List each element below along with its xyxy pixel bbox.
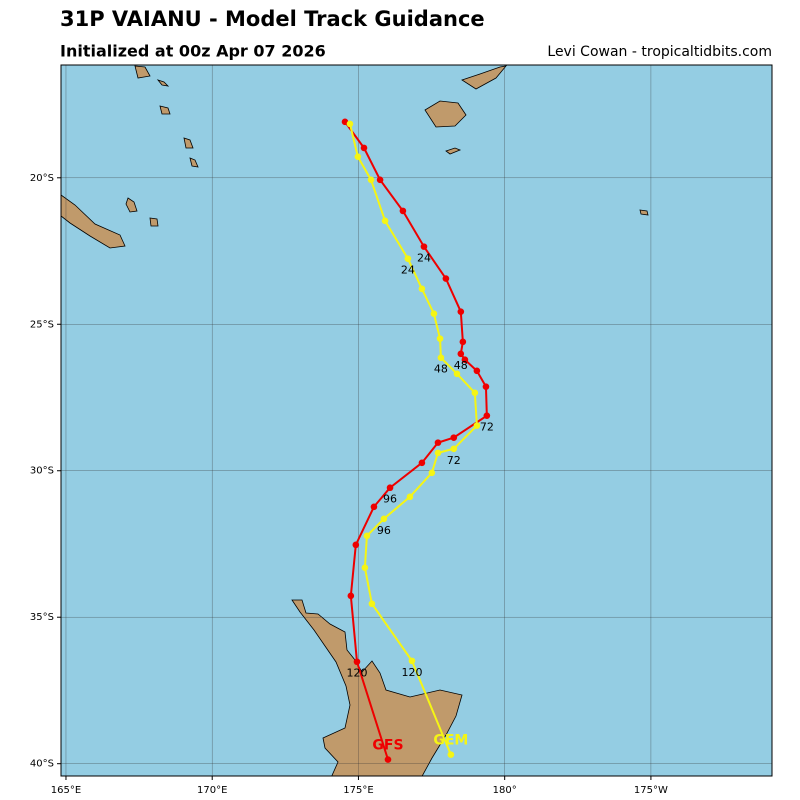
chart-title: 31P VAIANU - Model Track Guidance — [60, 7, 485, 31]
track-point — [381, 217, 389, 225]
track-point — [473, 367, 481, 375]
vanuatu — [61, 194, 126, 249]
track-point — [457, 308, 465, 315]
hour-label: 24 — [401, 264, 415, 277]
hour-label: 48 — [454, 359, 468, 372]
island — [445, 147, 462, 155]
series-name: GFS — [372, 738, 403, 754]
track-point — [428, 469, 436, 477]
track-point — [482, 383, 490, 390]
ocean — [61, 65, 772, 776]
x-tick-label: 175°W — [634, 785, 668, 796]
track-point — [367, 176, 375, 184]
x-tick-label: 170°E — [197, 785, 227, 796]
track-point — [370, 503, 378, 511]
track-point — [461, 356, 469, 364]
track-point — [354, 153, 362, 160]
track-point — [353, 658, 361, 666]
island — [189, 157, 199, 168]
track-point — [376, 176, 384, 184]
hour-label: 72 — [480, 421, 494, 434]
track-point — [450, 445, 458, 453]
island — [183, 137, 194, 149]
track-point — [483, 412, 491, 419]
track-point — [418, 459, 426, 467]
track-point — [352, 541, 360, 549]
track-point — [384, 756, 392, 763]
island — [639, 209, 649, 216]
track-point — [420, 243, 428, 250]
track-point — [471, 389, 479, 397]
island — [149, 217, 159, 227]
track-point — [457, 350, 465, 358]
series-name: GEM — [433, 733, 468, 749]
track-point — [459, 338, 467, 346]
viti-levu — [424, 100, 467, 128]
vanua-levu — [461, 65, 507, 90]
track-point — [399, 207, 407, 215]
island — [156, 79, 170, 87]
north-island — [291, 599, 463, 776]
track-line — [344, 121, 488, 760]
hour-label: 96 — [377, 524, 391, 537]
y-tick-label: 25°S — [30, 319, 54, 330]
y-tick-label: 35°S — [30, 612, 54, 623]
island — [125, 197, 138, 213]
track-point — [430, 310, 438, 318]
island — [134, 65, 151, 79]
hour-label: 24 — [417, 252, 431, 265]
hour-label: 96 — [383, 493, 397, 506]
hour-label: 48 — [434, 363, 448, 376]
x-tick-label: 165°E — [51, 785, 81, 796]
x-tick-label: 180° — [493, 785, 517, 796]
y-tick-label: 20°S — [30, 173, 54, 184]
track-point — [360, 144, 368, 152]
frame — [60, 64, 773, 777]
track-point — [437, 354, 445, 361]
credit: Levi Cowan - tropicaltidbits.com — [547, 44, 772, 60]
track-point — [368, 600, 376, 608]
plot-layer: 24 48 72 96 120 GFS 24 48 72 96 120 GEM — [61, 65, 772, 776]
track-point — [347, 592, 355, 600]
y-tick-label: 40°S — [30, 759, 54, 770]
track-line — [348, 123, 478, 755]
track-point — [408, 657, 416, 665]
track-point — [473, 422, 481, 429]
track-point — [434, 439, 442, 446]
y-tick-label: 30°S — [30, 466, 54, 477]
track-point — [404, 255, 412, 262]
track-point — [450, 434, 458, 441]
track-point — [361, 564, 369, 572]
track-point — [447, 751, 455, 758]
track-point — [436, 335, 444, 342]
x-tick-label: 175°E — [343, 785, 373, 796]
island — [159, 105, 171, 115]
track-point — [363, 532, 371, 540]
track-point — [442, 275, 450, 282]
land-layer — [61, 65, 649, 776]
track-point — [453, 370, 461, 378]
track-point — [386, 484, 394, 492]
hour-label: 120 — [401, 666, 422, 679]
track-point — [380, 515, 388, 523]
hour-label: 72 — [447, 454, 461, 467]
chart-subtitle: Initialized at 00z Apr 07 2026 — [60, 42, 326, 61]
track-point — [418, 285, 426, 293]
track-point — [434, 449, 442, 457]
hour-label: 120 — [346, 667, 367, 680]
track-point — [406, 493, 414, 501]
track-point — [341, 118, 349, 126]
track-point — [346, 120, 354, 128]
